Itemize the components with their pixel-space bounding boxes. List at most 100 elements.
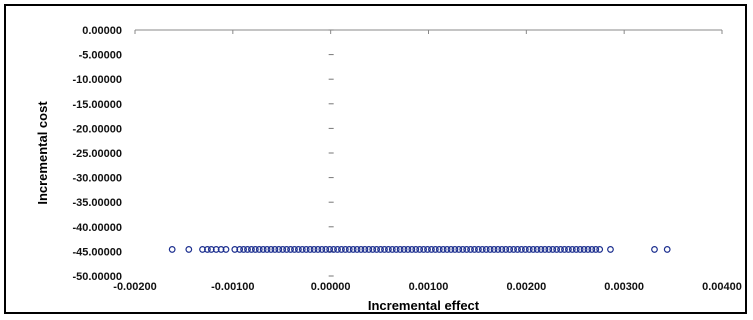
data-point <box>663 246 671 253</box>
y-tick-label: -40.00000 <box>72 222 122 234</box>
data-point <box>525 246 533 253</box>
y-tick-label: -5.00000 <box>79 50 122 62</box>
data-point <box>431 246 439 253</box>
data-point <box>244 246 251 253</box>
data-point <box>482 246 490 253</box>
y-tick-label: -45.00000 <box>72 246 122 258</box>
y-tick-label: -15.00000 <box>72 99 122 111</box>
data-point <box>248 246 255 253</box>
x-tick-label: 0.00000 <box>311 281 351 293</box>
data-point <box>279 246 287 253</box>
data-point <box>338 246 345 253</box>
y-tick-label: -35.00000 <box>72 197 122 209</box>
data-point <box>408 246 416 253</box>
y-tick-label: -50.00000 <box>72 271 122 283</box>
data-point <box>529 246 537 253</box>
data-point <box>424 246 431 253</box>
data-point <box>596 246 604 253</box>
data-point <box>377 246 384 253</box>
data-point <box>236 246 244 253</box>
y-tick-label: -25.00000 <box>72 148 122 160</box>
data-point <box>306 246 314 253</box>
data-point <box>357 246 365 253</box>
data-point <box>400 246 408 253</box>
data-point <box>451 246 459 253</box>
data-point <box>510 246 518 253</box>
x-tick-label: 0.00300 <box>604 281 644 293</box>
data-point <box>365 246 373 253</box>
data-point <box>506 246 514 253</box>
data-point <box>576 246 584 253</box>
data-point <box>463 246 471 253</box>
data-point <box>384 246 392 253</box>
data-point <box>310 246 318 253</box>
data-point <box>255 246 263 253</box>
data-point <box>404 246 412 253</box>
data-point <box>588 246 596 253</box>
data-point <box>369 246 377 253</box>
data-point <box>334 246 341 253</box>
data-point <box>298 246 306 253</box>
data-point <box>412 246 420 253</box>
data-point <box>545 246 553 253</box>
data-point <box>537 246 545 253</box>
x-tick-label: 0.00400 <box>702 281 742 293</box>
data-point <box>314 246 322 253</box>
data-point <box>455 246 463 253</box>
data-point <box>518 246 525 253</box>
x-tick-label: 0.00200 <box>506 281 546 293</box>
data-point <box>486 246 494 253</box>
data-point <box>416 246 424 253</box>
data-point <box>471 246 478 253</box>
data-point <box>267 246 275 253</box>
data-point <box>326 246 334 253</box>
data-point <box>283 246 291 253</box>
data-point <box>428 246 435 253</box>
data-point <box>291 246 298 253</box>
data-point <box>580 246 588 253</box>
data-point <box>435 246 443 253</box>
data-point <box>592 246 600 253</box>
data-point <box>388 246 396 253</box>
data-point <box>447 246 455 253</box>
data-point <box>494 246 502 253</box>
data-point <box>565 246 572 253</box>
data-point <box>322 246 330 253</box>
data-point <box>541 246 549 253</box>
axes <box>134 29 723 277</box>
data-point <box>203 246 211 253</box>
data-point <box>212 246 220 253</box>
data-point <box>287 246 294 253</box>
x-tick-label: -0.00100 <box>211 281 254 293</box>
data-point <box>392 246 400 253</box>
data-point <box>549 246 557 253</box>
data-point <box>514 246 521 253</box>
data-point <box>263 246 271 253</box>
data-point <box>217 246 225 253</box>
data-point <box>341 246 349 253</box>
data-point <box>572 246 580 253</box>
data-point <box>240 246 247 253</box>
data-point <box>561 246 568 253</box>
data-point <box>490 246 498 253</box>
data-point <box>467 246 474 253</box>
tick-labels: 0.00000 -5.00000 -10.00000 -15.00000 -20.000… <box>72 25 741 293</box>
y-tick-label: -30.00000 <box>72 173 122 185</box>
data-points <box>168 246 671 253</box>
data-point <box>345 246 353 253</box>
data-point <box>275 246 283 253</box>
data-point <box>361 246 369 253</box>
y-tick-label: 0.00000 <box>82 25 122 37</box>
data-point <box>459 246 467 253</box>
data-point <box>199 246 206 253</box>
data-point <box>353 246 361 253</box>
data-point <box>302 246 310 253</box>
data-point <box>207 246 215 253</box>
data-point <box>502 246 510 253</box>
data-point <box>251 246 259 253</box>
data-point <box>557 246 564 253</box>
data-point <box>651 246 658 253</box>
y-tick-label: -20.00000 <box>72 123 122 135</box>
data-point <box>533 246 541 253</box>
